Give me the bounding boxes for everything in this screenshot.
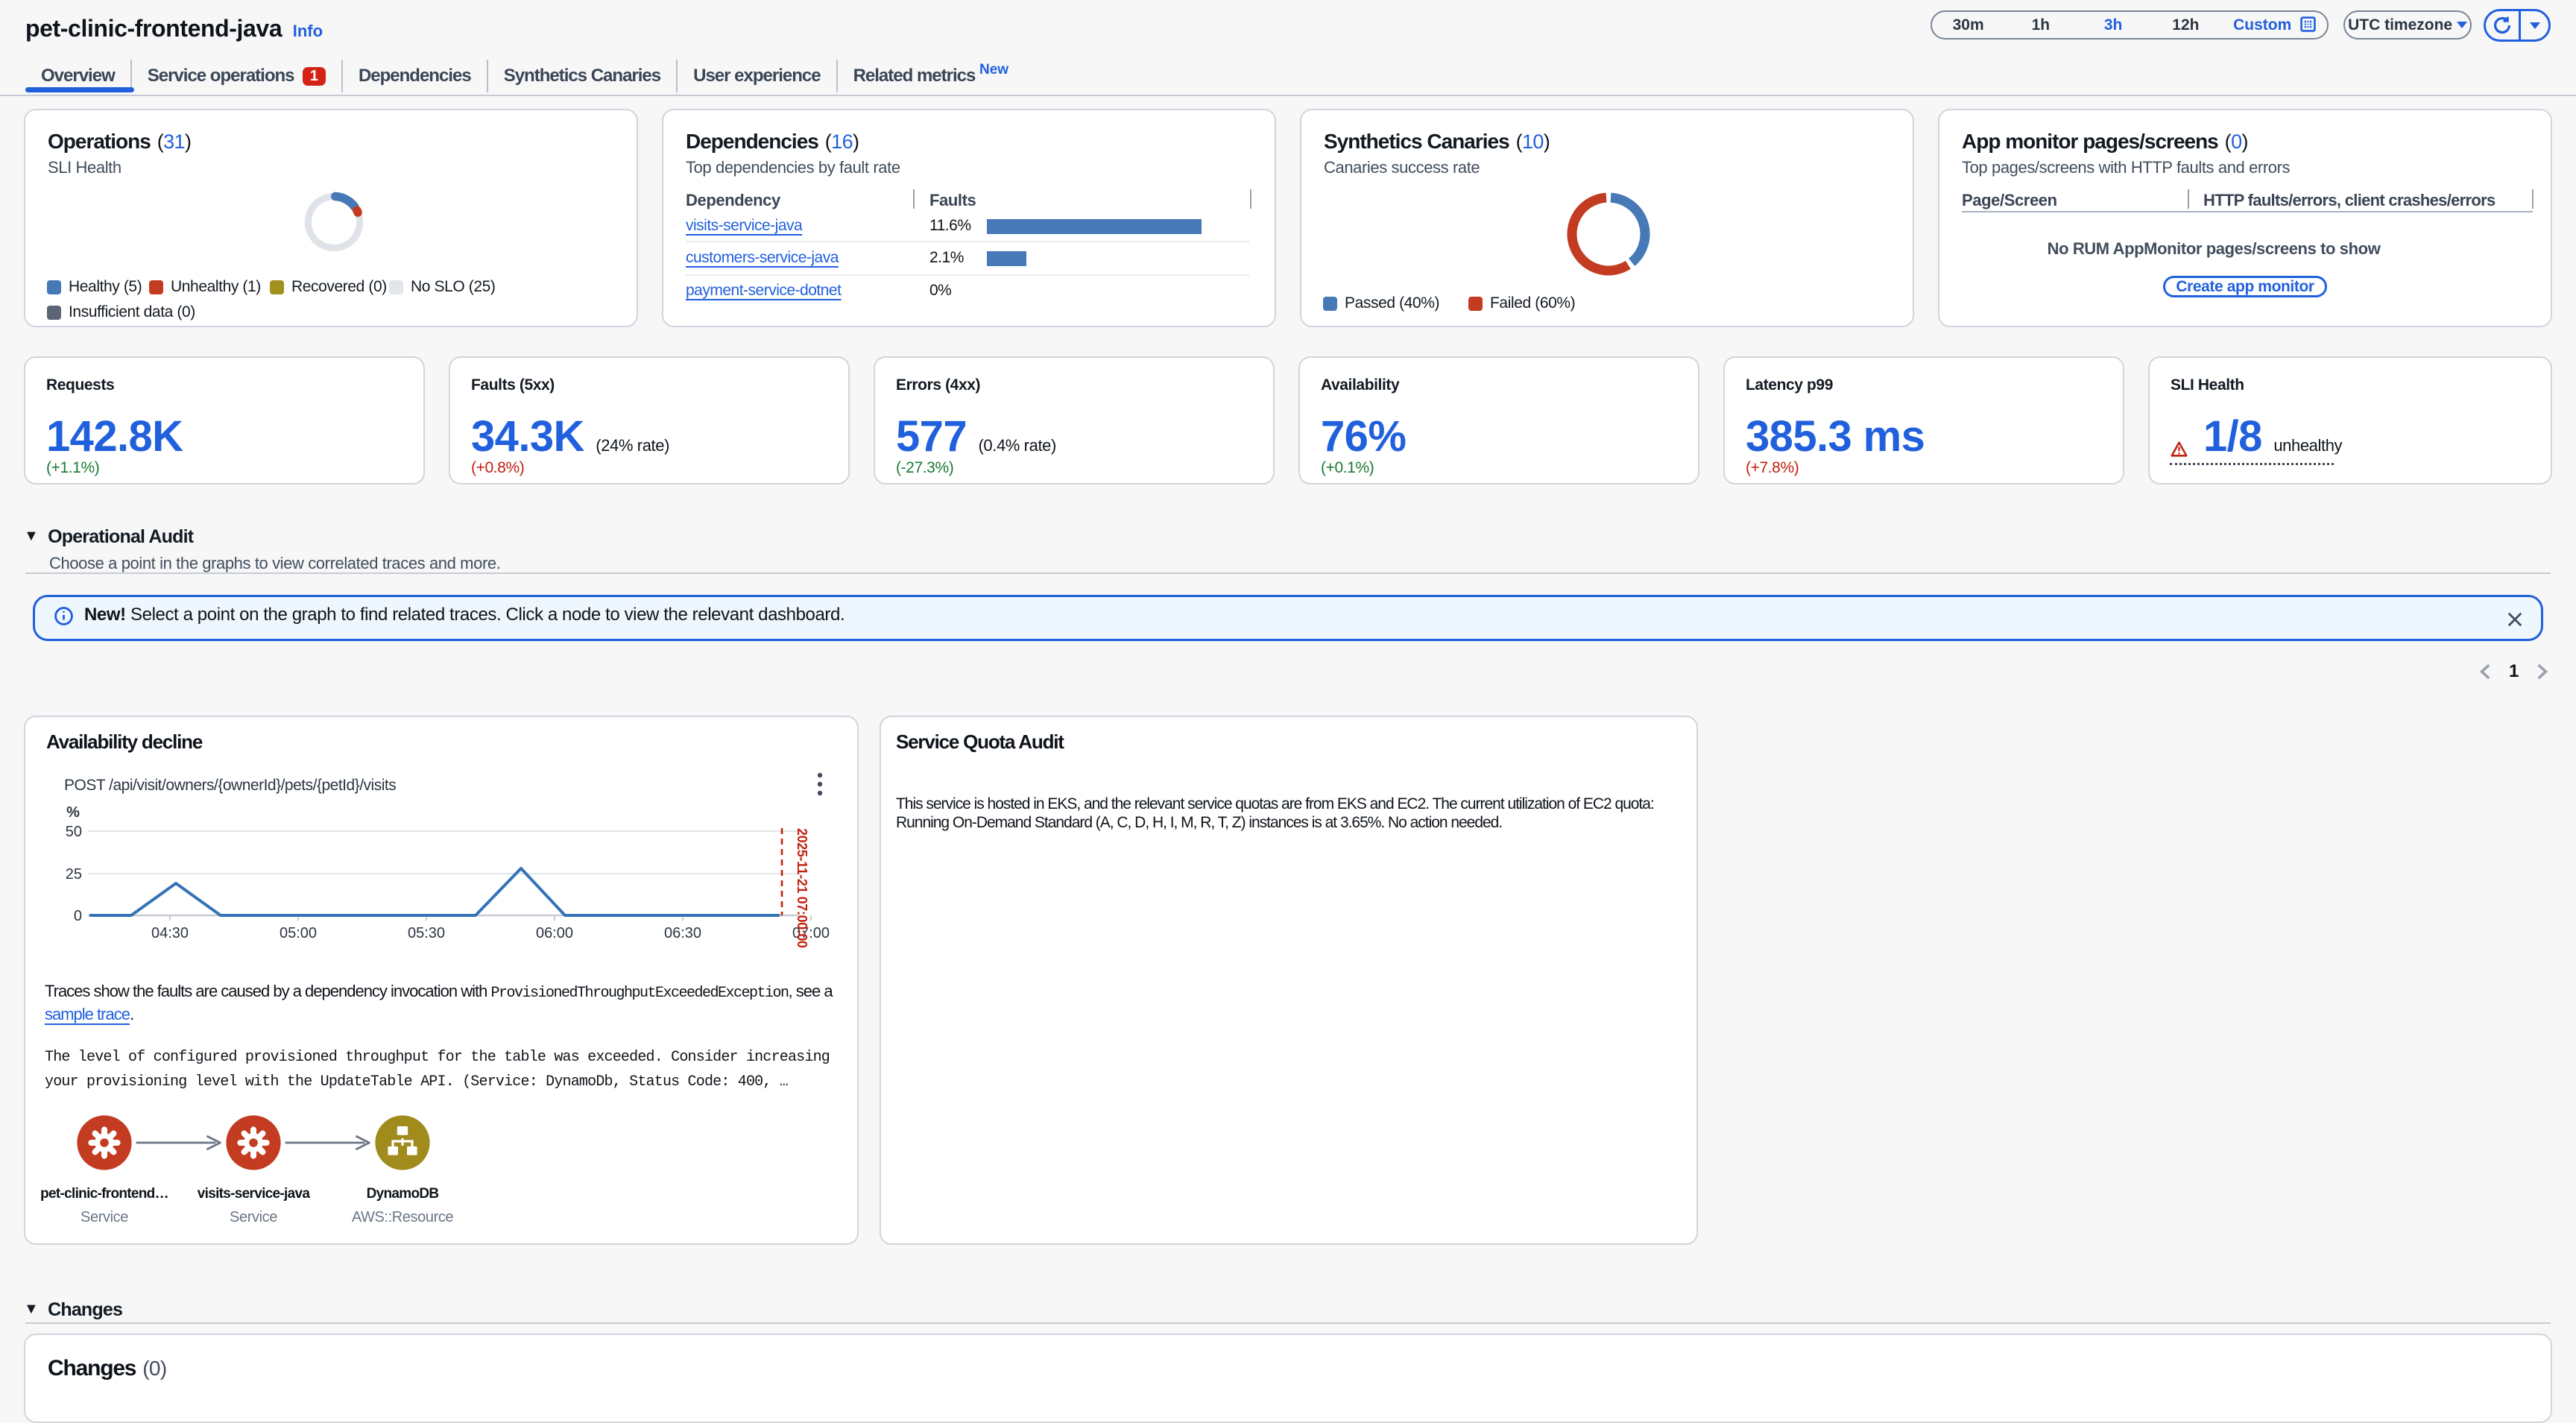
svg-text:50: 50	[66, 824, 82, 840]
svg-text:25: 25	[66, 866, 82, 883]
svg-text:05:30: 05:30	[408, 925, 445, 941]
svg-text:2025-11-21 07:00:00: 2025-11-21 07:00:00	[795, 828, 809, 948]
svg-text:06:00: 06:00	[536, 925, 573, 941]
svg-text:04:30: 04:30	[151, 925, 189, 941]
svg-text:0: 0	[74, 908, 82, 924]
svg-text:07:00: 07:00	[792, 925, 830, 941]
svg-text:06:30: 06:30	[664, 925, 701, 941]
svg-text:%: %	[66, 804, 80, 821]
svg-text:05:00: 05:00	[280, 925, 317, 941]
